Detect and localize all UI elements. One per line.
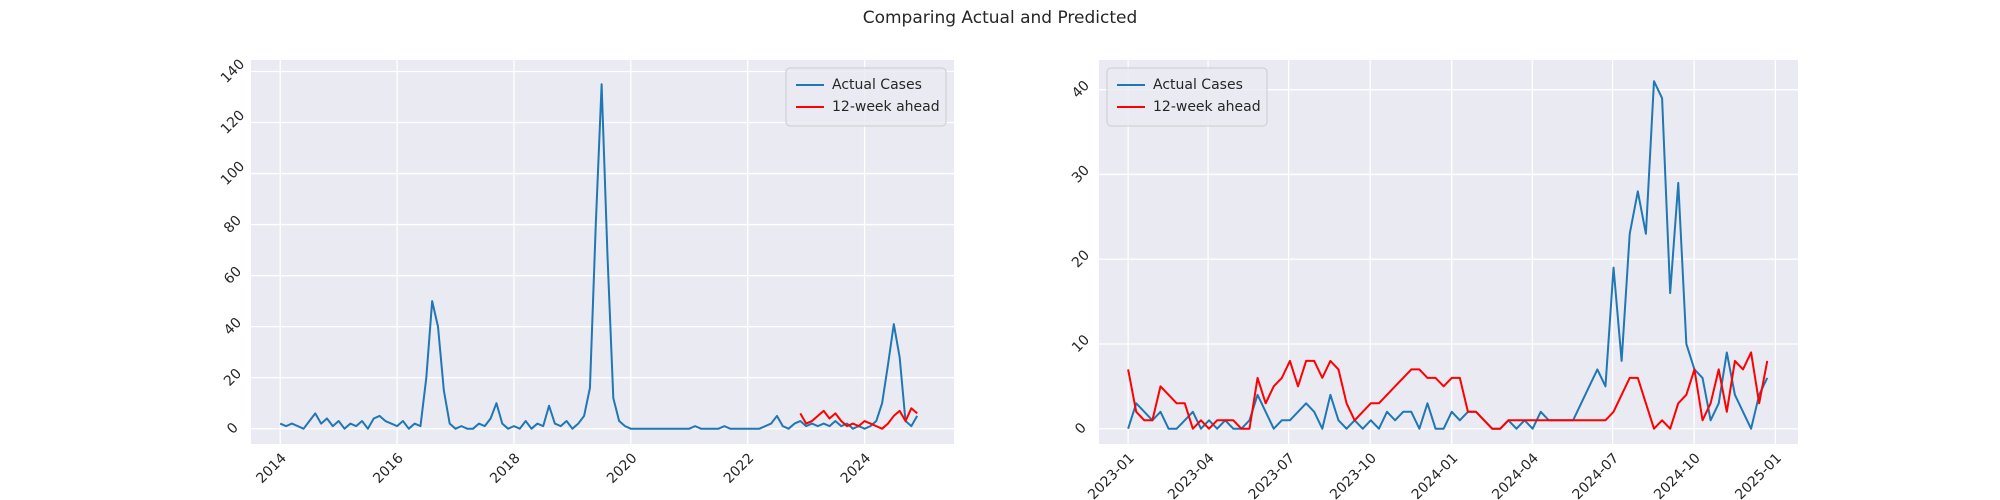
y-tick-label: 40 [1069, 78, 1093, 102]
x-tick-label: 2024-10 [1651, 450, 1704, 500]
x-tick-label: 2014 [253, 450, 290, 487]
legend-label: Actual Cases [832, 77, 922, 93]
y-tick-label: 100 [218, 158, 248, 188]
x-tick-label: 2023-10 [1327, 450, 1380, 500]
line-series [279, 83, 919, 430]
x-tick-label: 2024-04 [1489, 450, 1542, 500]
y-tick-label: 20 [1069, 247, 1093, 271]
figure-title: Comparing Actual and Predicted [863, 8, 1138, 28]
y-tick-label: 40 [221, 315, 245, 339]
y-tick-label: 120 [218, 107, 248, 137]
line-series [799, 407, 918, 430]
x-tick-label: 2024-07 [1570, 450, 1623, 500]
legend-label: Actual Cases [1153, 77, 1243, 93]
x-tick-label: 2024-01 [1409, 450, 1462, 500]
legend-label: 12-week ahead [1153, 99, 1261, 115]
y-tick-label: 0 [224, 420, 242, 438]
legend: Actual Cases 12-week ahead [1106, 67, 1268, 127]
y-tick-label: 30 [1069, 162, 1093, 186]
legend-box [1106, 67, 1268, 127]
x-tick-label: 2022 [721, 450, 758, 487]
y-tick-label: 140 [218, 56, 248, 86]
legend-box [785, 67, 947, 127]
x-tick-label: 2025-01 [1732, 450, 1785, 500]
x-tick-label: 2018 [487, 450, 524, 487]
x-tick-label: 2024 [838, 450, 875, 487]
y-tick-label: 20 [221, 366, 245, 390]
subplot: 0 20 40 60 80 100 120 140 2014 2016 2018 2020 2022 20… [218, 56, 954, 487]
subplot: 0 10 20 30 40 2023-01 2023-04 2023-07 2023-10 202… [1069, 60, 1798, 500]
x-tick-label: 2020 [604, 450, 641, 487]
x-tick-label: 2023-07 [1246, 450, 1299, 500]
y-tick-label: 80 [221, 213, 245, 237]
x-tick-label: 2023-01 [1085, 450, 1138, 500]
y-tick-label: 60 [221, 264, 245, 288]
legend-label: 12-week ahead [832, 99, 940, 115]
legend: Actual Cases 12-week ahead [785, 67, 947, 127]
line-series [1127, 351, 1769, 430]
y-tick-label: 10 [1069, 332, 1093, 356]
y-tick-label: 0 [1072, 420, 1090, 438]
x-tick-label: 2023-04 [1165, 450, 1218, 500]
line-series [1127, 80, 1769, 430]
x-tick-label: 2016 [370, 450, 407, 487]
